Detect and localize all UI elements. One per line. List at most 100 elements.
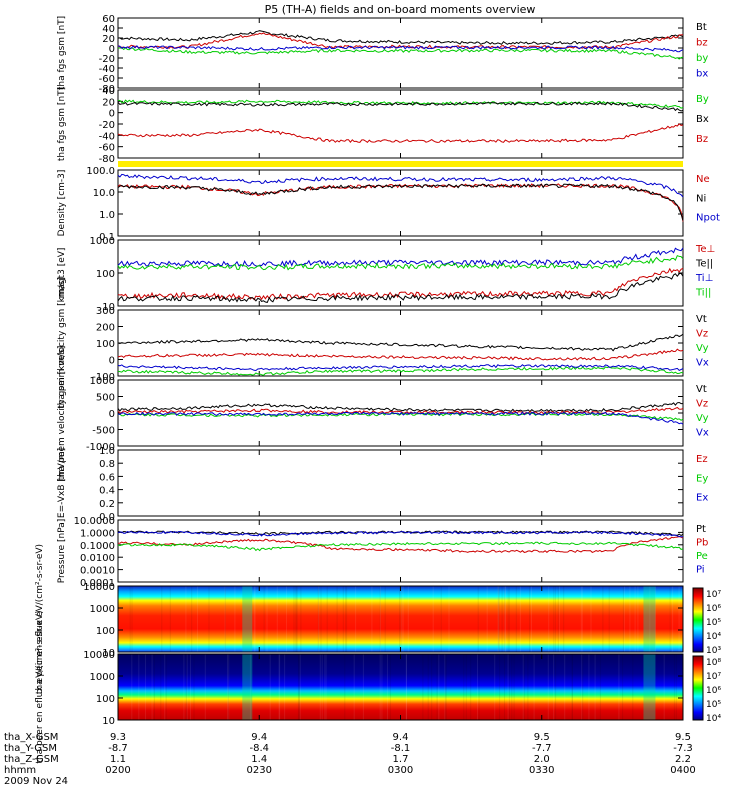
- spectrogram-streak: [564, 654, 566, 720]
- spectrogram-event: [242, 654, 253, 720]
- spectrogram-streak: [581, 586, 583, 652]
- spectrogram-streak: [498, 586, 500, 652]
- colorbar-tick-label: 10⁴: [706, 714, 721, 724]
- spectrogram-streak: [504, 586, 506, 652]
- ephem-value: 1.7: [393, 754, 409, 765]
- spectrogram-streak: [286, 586, 287, 652]
- ephemeris-columns: 9.3-8.71.102009.4-8.41.402309.4-8.11.703…: [105, 732, 695, 776]
- spectrogram-event: [643, 586, 656, 652]
- colorbar-tick-label: 10⁷: [706, 590, 721, 600]
- spectrogram-streak: [299, 654, 300, 720]
- spectrogram-streak: [649, 586, 651, 652]
- series-line-Vx: [117, 364, 684, 372]
- spectrogram: [118, 586, 683, 652]
- spectrogram-streak: [131, 654, 133, 720]
- y-axis-label: tha peer en eflux eV/(cm²-s-sr-eV): [35, 610, 45, 763]
- spectrogram-streak: [594, 654, 596, 720]
- spectrogram-streak: [622, 654, 624, 720]
- spectrogram-streak: [371, 586, 373, 652]
- spectrogram-streak: [402, 586, 404, 652]
- y-tick-label: 10000: [83, 650, 115, 661]
- spectrogram-streak: [227, 654, 229, 720]
- spectrogram-streak: [602, 586, 604, 652]
- colorbar-tick-label: 10⁴: [706, 632, 721, 642]
- ephem-row-label: tha_X-GSM: [4, 732, 58, 743]
- legend-entry: Vy: [696, 343, 709, 354]
- spectrogram-streak: [558, 586, 560, 652]
- spectrogram-streak: [515, 586, 517, 652]
- ephem-row-label: tha_Z-GSM: [4, 754, 59, 765]
- spectrogram-streak: [504, 654, 505, 720]
- spectrogram-streak: [554, 586, 556, 652]
- series-line-Vt: [117, 401, 683, 413]
- spectrogram-streak: [436, 654, 438, 720]
- spectrogram-streak: [523, 654, 525, 720]
- spectrogram-streak: [432, 586, 434, 652]
- spectrogram-streak: [387, 654, 388, 720]
- spectrogram-streak: [477, 586, 479, 652]
- y-tick-label: 0.1000: [80, 541, 115, 552]
- legend-entry: Vz: [696, 399, 708, 410]
- y-tick-label: 1000: [90, 604, 115, 615]
- spectrogram-streak: [588, 654, 590, 720]
- ephem-row-label: tha_Y-GSM: [4, 743, 57, 754]
- series-line-Te||: [117, 272, 684, 303]
- spectrogram-event: [242, 586, 253, 652]
- spectrogram-streak: [296, 586, 297, 652]
- spectrogram-streak: [522, 654, 524, 720]
- ephem-value: 0400: [670, 765, 695, 776]
- y-tick-label: -80: [99, 154, 115, 165]
- spectrogram-streak: [193, 654, 195, 720]
- y-axis-label: tha fgs gsm [nT]: [57, 87, 67, 161]
- y-tick-label: 10: [102, 648, 115, 659]
- spectrogram-streak: [508, 654, 510, 720]
- y-tick-label: -80: [99, 84, 115, 95]
- ephem-value: 9.4: [393, 732, 409, 743]
- legend-entry: Ni: [696, 193, 706, 204]
- colorbar-tick-label: 10⁵: [706, 618, 721, 628]
- y-tick-label: 0.4: [99, 486, 115, 497]
- y-tick-label: 0.0010: [80, 566, 115, 577]
- y-tick-label: 0.6: [99, 472, 115, 483]
- spectrogram-streak: [300, 586, 302, 652]
- spectrogram-streak: [169, 586, 171, 652]
- y-tick-label: 1.0: [99, 446, 115, 457]
- spectrogram-streak: [507, 586, 509, 652]
- spectrogram-streak: [637, 586, 639, 652]
- series-line-Ni: [117, 183, 684, 221]
- series-line-By: [117, 99, 684, 109]
- spectrogram-streak: [384, 586, 386, 652]
- series-line-Vy: [117, 366, 684, 376]
- series-line-Vz: [117, 348, 684, 361]
- series-line-Ti||: [117, 254, 684, 271]
- spectrogram-streak: [507, 654, 509, 720]
- spectrogram-streak: [629, 586, 631, 652]
- spectrogram-streak: [131, 586, 133, 652]
- spectrogram-streak: [553, 654, 555, 720]
- spectrogram-streak: [448, 586, 450, 652]
- y-tick-label: 0: [109, 356, 115, 367]
- spectrogram-event: [643, 654, 656, 720]
- spectrogram-streak: [389, 654, 391, 720]
- spectrogram-streak: [527, 654, 529, 720]
- spectrogram-streak: [401, 586, 403, 652]
- colorbars: 10⁷ 10⁶ 10⁵ 10⁴ 10³ 10⁸ 10⁷ 10⁶ 10⁵ 10⁴: [692, 587, 721, 724]
- y-tick-label: 20: [102, 34, 115, 45]
- spectrogram-streak: [145, 654, 146, 720]
- series-line-Vx: [117, 411, 684, 425]
- ephem-value: 2.0: [534, 754, 550, 765]
- y-tick-label: 0: [109, 109, 115, 120]
- spectrogram-streak: [346, 586, 348, 652]
- spectrogram-streak: [678, 586, 680, 652]
- colorbar-tick-label: 10⁶: [706, 686, 721, 696]
- spectrogram-streak: [228, 654, 230, 720]
- y-tick-label: 200: [96, 323, 115, 334]
- spectrogram-streak: [478, 654, 480, 720]
- y-tick-label: 0.8: [99, 459, 115, 470]
- spectrogram-streak: [296, 586, 298, 652]
- legend-entry: Te⊥: [695, 244, 715, 255]
- spectrogram-streak: [336, 586, 338, 652]
